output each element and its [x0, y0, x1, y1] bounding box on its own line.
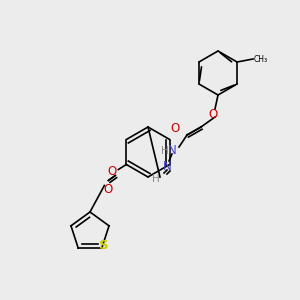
Text: H: H — [152, 174, 160, 184]
Text: CH₃: CH₃ — [254, 55, 268, 64]
Text: N: N — [168, 145, 176, 158]
Text: O: O — [103, 183, 112, 196]
Text: O: O — [108, 165, 117, 178]
Text: O: O — [208, 107, 217, 121]
Text: N: N — [163, 160, 171, 173]
Text: H: H — [161, 146, 169, 156]
Text: O: O — [170, 122, 180, 136]
Text: S: S — [99, 239, 109, 252]
